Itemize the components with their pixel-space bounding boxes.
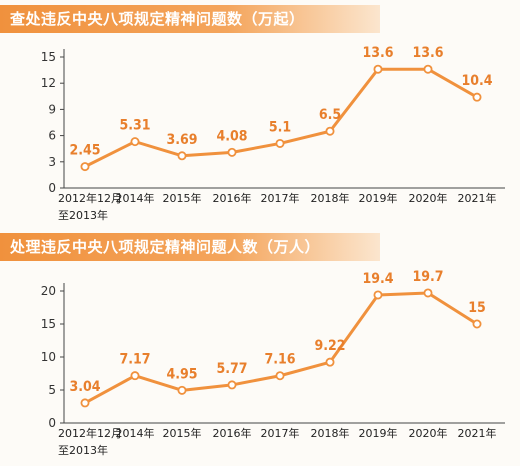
data-label: 3.69 bbox=[166, 132, 197, 148]
data-label: 13.6 bbox=[362, 45, 393, 61]
x-tick-label: 2019年 bbox=[359, 191, 398, 205]
data-point bbox=[227, 380, 237, 390]
y-tick-label: 0 bbox=[48, 416, 56, 430]
x-tick-label: 2018年 bbox=[311, 191, 350, 205]
chart-title-cases: 查处违反中央八项规定精神问题数（万起） bbox=[0, 5, 380, 33]
data-point bbox=[325, 357, 335, 367]
data-label: 3.04 bbox=[69, 379, 100, 395]
x-tick-label: 2018年 bbox=[311, 426, 350, 440]
data-point bbox=[423, 288, 433, 298]
data-point bbox=[80, 398, 90, 408]
data-point bbox=[373, 64, 383, 74]
data-point bbox=[130, 371, 140, 381]
data-point bbox=[275, 371, 285, 381]
data-point bbox=[472, 92, 482, 102]
data-label: 10.4 bbox=[461, 73, 492, 89]
data-point bbox=[227, 147, 237, 157]
data-point bbox=[130, 137, 140, 147]
y-tick-label: 20 bbox=[41, 284, 56, 298]
data-label: 9.22 bbox=[314, 338, 345, 354]
y-tick-label: 15 bbox=[41, 317, 56, 331]
y-tick-label: 3 bbox=[48, 155, 56, 169]
data-point bbox=[472, 319, 482, 329]
x-tick-label: 2014年 bbox=[116, 191, 155, 205]
data-label: 4.95 bbox=[166, 366, 197, 382]
data-label: 5.77 bbox=[216, 361, 247, 377]
chart-panel-cases: 查处违反中央八项规定精神问题数（万起） 0 3 6 9 12 15 2012年12月至201… bbox=[0, 5, 520, 230]
y-tick-label: 9 bbox=[48, 102, 56, 116]
y-tick-label: 5 bbox=[48, 383, 56, 397]
x-tick-label: 2017年 bbox=[261, 426, 300, 440]
chart-panel-people: 处理违反中央八项规定精神问题人数（万人） 0 5 10 15 20 2012年12月至20… bbox=[0, 233, 520, 466]
x-tick-label: 2020年 bbox=[409, 426, 448, 440]
x-tick-label: 2015年 bbox=[163, 191, 202, 205]
data-label: 19.7 bbox=[412, 269, 443, 285]
y-tick-label: 0 bbox=[48, 181, 56, 195]
y-tick-label: 12 bbox=[41, 76, 56, 90]
data-point bbox=[177, 151, 187, 161]
data-label: 15 bbox=[468, 300, 486, 316]
chart-title-people: 处理违反中央八项规定精神问题人数（万人） bbox=[0, 233, 380, 261]
data-label: 5.1 bbox=[269, 119, 291, 135]
x-tick-label: 2017年 bbox=[261, 191, 300, 205]
data-label: 2.45 bbox=[69, 143, 100, 159]
data-label: 5.31 bbox=[119, 118, 150, 134]
data-label: 6.5 bbox=[319, 107, 341, 123]
data-point bbox=[177, 385, 187, 395]
data-label: 19.4 bbox=[362, 271, 393, 287]
x-tick-label: 2016年 bbox=[213, 191, 252, 205]
x-tick-label: 2014年 bbox=[116, 426, 155, 440]
series-line bbox=[84, 291, 478, 405]
data-point bbox=[275, 138, 285, 148]
x-tick-label: 2021年 bbox=[458, 191, 497, 205]
data-point bbox=[80, 162, 90, 172]
data-label: 13.6 bbox=[412, 45, 443, 61]
data-label: 4.08 bbox=[216, 128, 247, 144]
x-tick-label: 2019年 bbox=[359, 426, 398, 440]
x-tick-label: 2012年12月至2013年 bbox=[58, 426, 122, 457]
y-tick-label: 15 bbox=[41, 50, 56, 64]
x-tick-label: 2021年 bbox=[458, 426, 497, 440]
data-point bbox=[325, 126, 335, 136]
data-point bbox=[423, 64, 433, 74]
data-point bbox=[373, 290, 383, 300]
x-tick-label: 2016年 bbox=[213, 426, 252, 440]
y-tick-label: 6 bbox=[48, 129, 56, 143]
x-tick-label: 2015年 bbox=[163, 426, 202, 440]
x-tick-label: 2012年12月至2013年 bbox=[58, 191, 122, 222]
x-tick-label: 2020年 bbox=[409, 191, 448, 205]
data-label: 7.16 bbox=[264, 352, 295, 368]
y-tick-label: 10 bbox=[41, 350, 56, 364]
data-label: 7.17 bbox=[119, 352, 150, 368]
